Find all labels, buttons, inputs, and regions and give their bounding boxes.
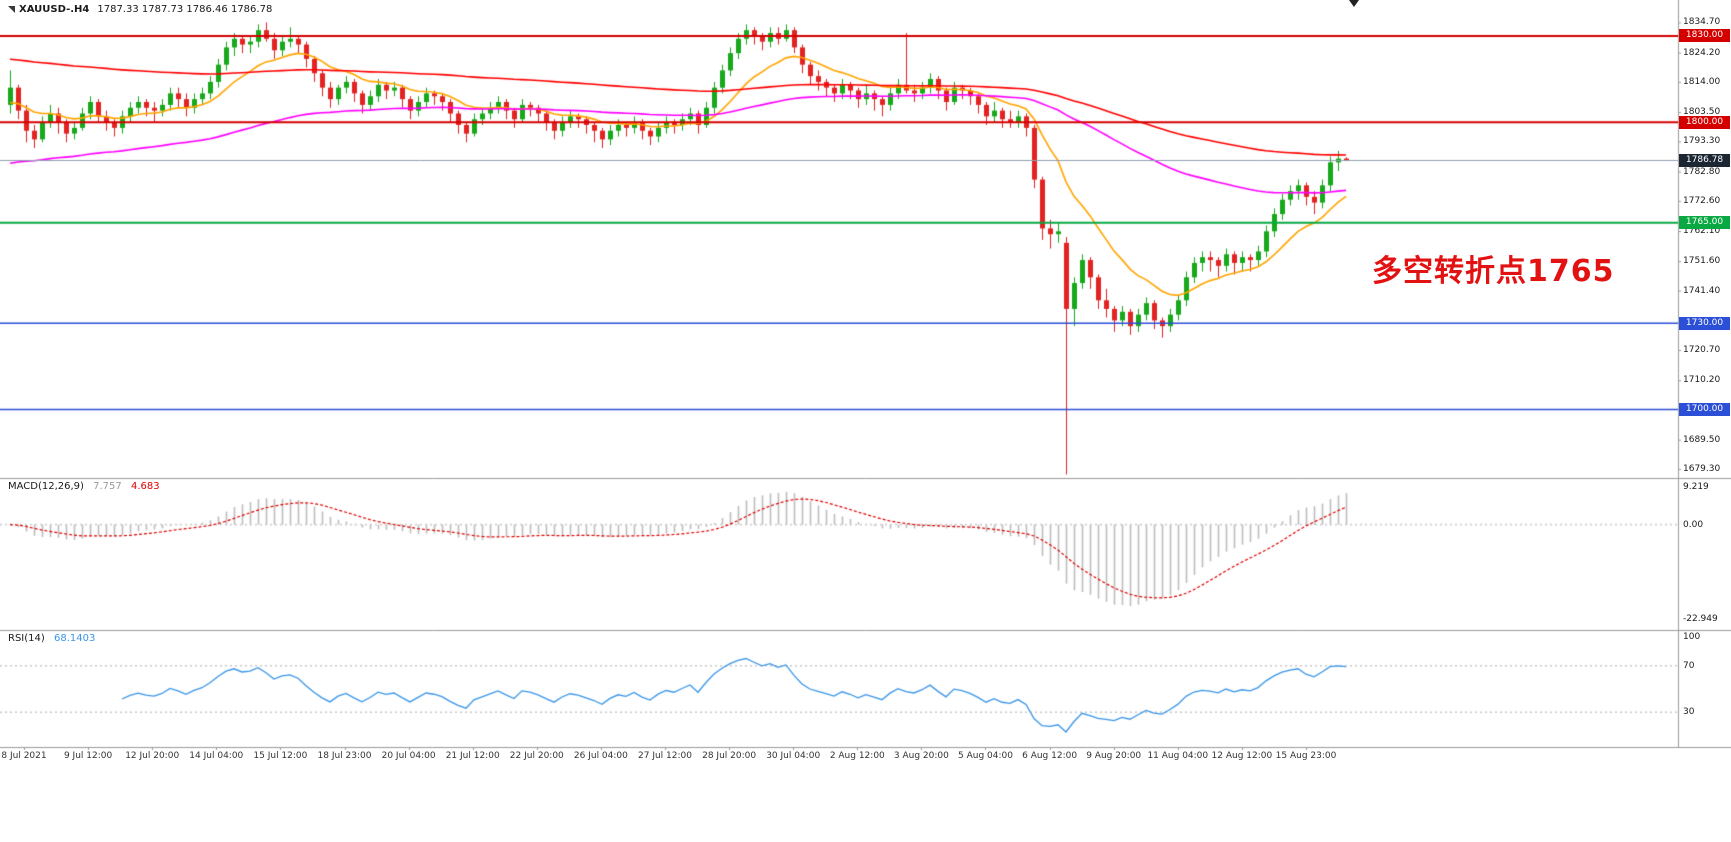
- time-axis-label: 9 Aug 20:00: [1086, 751, 1142, 761]
- rsi-value: 68.1403: [53, 633, 96, 644]
- price-axis-label: 1741.40: [1683, 285, 1721, 296]
- rsi-axis-label: 70: [1683, 660, 1695, 671]
- hline-price-box[interactable]: 1800.00: [1679, 115, 1730, 129]
- price-axis-label: 1762.10: [1683, 226, 1721, 237]
- time-axis-label: 8 Jul 2021: [1, 751, 47, 761]
- time-axis-label: 11 Aug 04:00: [1147, 751, 1209, 761]
- price-axis-label: 1772.60: [1683, 195, 1721, 206]
- time-axis-label: 14 Jul 04:00: [189, 751, 244, 761]
- time-axis-label: 2 Aug 12:00: [829, 751, 885, 761]
- time-axis-label: 30 Jul 04:00: [766, 751, 821, 761]
- price-axis-label: 1751.60: [1683, 256, 1721, 267]
- price-axis-label: 1834.70: [1683, 17, 1721, 28]
- chart-shift-marker-icon[interactable]: [1349, 0, 1359, 7]
- time-axis-label: 5 Aug 04:00: [958, 751, 1013, 761]
- price-axis-label: 1782.80: [1683, 166, 1721, 177]
- time-axis-label: 27 Jul 12:00: [638, 751, 692, 761]
- time-axis-label: 15 Aug 23:00: [1275, 751, 1337, 761]
- macd-axis-label: 9.219: [1683, 481, 1709, 492]
- time-axis-label: 12 Aug 12:00: [1211, 751, 1273, 761]
- price-axis-label: 1710.20: [1683, 375, 1721, 386]
- hline-price-box[interactable]: 1830.00: [1679, 29, 1730, 43]
- time-axis-label: 22 Jul 20:00: [509, 751, 564, 761]
- time-axis-label: 12 Jul 20:00: [125, 751, 180, 761]
- time-axis-label: 26 Jul 04:00: [573, 751, 628, 761]
- ohlc-values: 1787.33 1787.73 1786.46 1786.78: [97, 4, 273, 15]
- chart-corner-icon: [8, 5, 15, 13]
- price-axis-label: 1689.50: [1683, 434, 1721, 445]
- price-axis-label: 1720.70: [1683, 345, 1721, 355]
- macd-axis-label: -22.949: [1683, 613, 1718, 624]
- macd-axis-label: 0.00: [1683, 519, 1704, 530]
- time-axis-label: 9 Jul 12:00: [63, 751, 113, 761]
- hline-price-box[interactable]: 1730.00: [1679, 316, 1730, 330]
- rsi-axis-label: 30: [1683, 707, 1695, 718]
- rsi-axis-label: 100: [1683, 632, 1701, 642]
- current-price-box: 1786.78: [1679, 153, 1730, 167]
- rsi-header: RSI(14) 68.1403: [8, 633, 95, 644]
- time-axis-label: 18 Jul 23:00: [317, 751, 372, 761]
- macd-value-signal: 4.683: [130, 481, 160, 492]
- chart-annotation-text[interactable]: 多空转折点1765: [1372, 254, 1615, 289]
- macd-header: MACD(12,26,9) 7.757 4.683: [8, 481, 160, 492]
- time-axis-label: 21 Jul 12:00: [445, 751, 500, 761]
- price-axis-label: 1814.00: [1683, 76, 1721, 87]
- macd-value-main: 7.757: [93, 481, 122, 492]
- price-axis-label: 1824.20: [1683, 47, 1721, 58]
- time-axis-label: 15 Jul 12:00: [253, 751, 308, 761]
- time-axis-label: 6 Aug 12:00: [1022, 751, 1078, 761]
- time-axis-label: 3 Aug 20:00: [893, 751, 949, 761]
- rsi-title: RSI(14): [8, 633, 45, 644]
- price-axis-label: 1793.30: [1683, 136, 1721, 147]
- time-axis-label: 20 Jul 04:00: [381, 751, 436, 761]
- symbol-period-label: XAUUSD-.H4: [19, 4, 90, 15]
- price-axis-label: 1679.30: [1683, 463, 1721, 474]
- price-axis-label: 1803.50: [1683, 107, 1721, 118]
- macd-title: MACD(12,26,9): [8, 481, 84, 492]
- hline-price-box[interactable]: 1765.00: [1679, 216, 1730, 230]
- time-axis-label: 28 Jul 20:00: [702, 751, 757, 761]
- hline-price-box[interactable]: 1700.00: [1679, 402, 1730, 416]
- chart-header: XAUUSD-.H4 1787.33 1787.73 1786.46 1786.7…: [8, 4, 272, 15]
